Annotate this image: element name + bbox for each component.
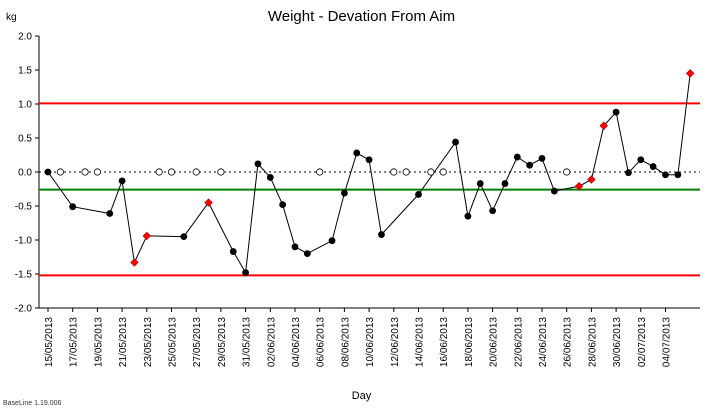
data-point-empty [427, 168, 435, 176]
x-tick-label: 18/06/2013 [464, 317, 475, 367]
data-point [662, 171, 669, 179]
data-point [674, 171, 682, 179]
data-point-empty [563, 168, 571, 176]
x-tick-label: 02/07/2013 [637, 317, 648, 367]
x-tick-label: 31/05/2013 [242, 317, 253, 367]
data-point-empty [93, 168, 102, 176]
data-point [291, 243, 299, 251]
x-tick-label: 27/05/2013 [192, 317, 203, 367]
data-point [415, 191, 422, 198]
data-point-empty [390, 168, 398, 176]
x-tick-label: 24/06/2013 [538, 317, 549, 367]
data-point [266, 174, 274, 181]
x-tick-label: 08/06/2013 [340, 317, 351, 367]
x-tick-label: 15/05/2013 [44, 317, 55, 367]
data-point-empty [316, 168, 324, 176]
x-tick-label: 19/05/2013 [93, 317, 104, 367]
data-point-highlight [587, 175, 596, 184]
x-tick-label: 02/06/2013 [266, 317, 277, 367]
x-axis-label: Day [351, 390, 372, 402]
data-point [229, 248, 237, 255]
data-point-highlight [685, 69, 695, 78]
x-tick-label: 23/05/2013 [143, 317, 154, 367]
data-point-empty [167, 168, 176, 176]
data-point [637, 156, 645, 164]
data-point [353, 149, 361, 157]
data-point-highlight [204, 198, 213, 207]
data-point [365, 156, 373, 164]
chart-title: Weight - Devation From Aim [267, 8, 456, 25]
y-tick-label: -1.0 [15, 236, 33, 247]
data-point-empty [155, 168, 163, 176]
x-tick-label: 16/06/2013 [439, 317, 450, 367]
data-point [279, 201, 287, 209]
x-tick-label: 22/06/2013 [513, 317, 524, 367]
data-point [649, 163, 657, 170]
y-tick-label: 1.5 [18, 66, 32, 77]
x-tick-label: 25/05/2013 [168, 317, 179, 367]
data-point [44, 168, 52, 176]
data-point-empty [192, 168, 200, 176]
y-tick-label: -0.5 [15, 202, 33, 213]
x-tick-label: 30/06/2013 [612, 317, 623, 367]
data-point [118, 177, 126, 185]
data-point [513, 153, 521, 161]
data-point [538, 155, 546, 162]
data-point [69, 203, 77, 211]
data-point-empty [56, 168, 64, 176]
x-tick-label: 06/06/2013 [316, 317, 327, 367]
data-point [341, 189, 348, 197]
y-axis-unit-label: kg [6, 12, 17, 23]
y-tick-label: -1.5 [15, 270, 33, 281]
x-tick-label: 10/06/2013 [365, 317, 376, 367]
x-tick-label: 21/05/2013 [118, 317, 129, 367]
data-point-highlight [574, 182, 584, 191]
y-tick-label: -2.0 [15, 304, 33, 315]
data-point [242, 269, 250, 277]
data-point [625, 169, 632, 177]
y-tick-label: 2.0 [18, 32, 32, 43]
data-point-empty [439, 168, 447, 176]
data-point-highlight [130, 258, 139, 267]
data-point [378, 231, 385, 238]
x-tick-label: 04/06/2013 [291, 317, 302, 367]
data-point [254, 160, 262, 168]
data-point-empty [402, 168, 410, 176]
data-point [489, 207, 496, 215]
data-point [550, 187, 558, 195]
series-line [47, 73, 691, 275]
data-point-empty [81, 168, 89, 176]
x-tick-label: 29/05/2013 [217, 317, 228, 367]
x-tick-label: 26/06/2013 [563, 317, 574, 367]
y-tick-label: 0.0 [18, 168, 32, 179]
x-tick-label: 28/06/2013 [587, 317, 598, 367]
data-point-highlight [599, 121, 608, 130]
data-point [501, 180, 509, 187]
x-tick-label: 04/07/2013 [662, 317, 673, 367]
data-point [180, 233, 188, 241]
x-tick-label: 14/06/2013 [415, 317, 426, 367]
y-tick-label: 0.5 [18, 134, 32, 145]
x-tick-label: 20/06/2013 [489, 317, 500, 367]
x-tick-label: 12/06/2013 [390, 317, 401, 367]
data-point-highlight [142, 231, 152, 241]
x-tick-label: 17/05/2013 [69, 317, 80, 367]
version-footer: BaseLine 1.19.006 [3, 400, 62, 407]
data-point [106, 210, 114, 217]
data-point [612, 108, 620, 116]
y-tick-label: 1.0 [18, 100, 32, 111]
data-point [452, 138, 459, 146]
data-point [303, 250, 311, 257]
data-point [526, 161, 534, 169]
data-point [328, 237, 336, 245]
data-point [464, 212, 472, 220]
data-point [476, 180, 484, 187]
data-point-empty [217, 168, 225, 176]
